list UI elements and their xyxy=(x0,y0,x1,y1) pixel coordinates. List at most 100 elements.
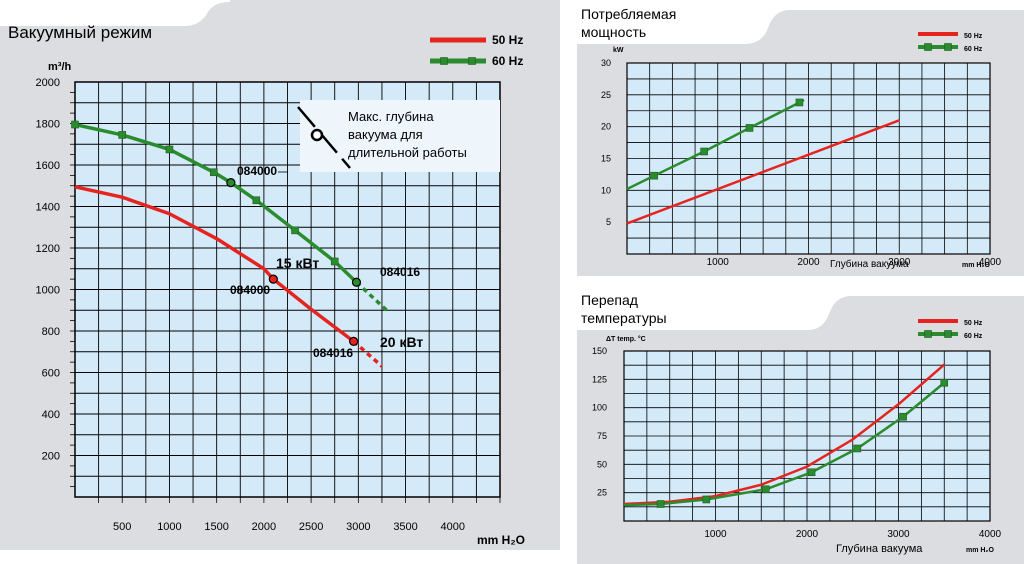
main-point-084000-60hz xyxy=(226,178,236,188)
power-ylabel: kW xyxy=(613,47,624,54)
temp-line-50hz xyxy=(623,363,946,506)
temp-xtick-label-1: 2000 xyxy=(796,529,819,540)
temp-ytick-label-1: 50 xyxy=(597,459,607,469)
power-60hz-marker-3 xyxy=(795,98,804,107)
main-60hz-marker-0 xyxy=(71,120,79,129)
power-60hz-marker-0 xyxy=(650,171,659,180)
note-line-0: Макс. глубина xyxy=(348,109,434,124)
temp-ytick-label-3: 100 xyxy=(592,403,607,413)
main-label-20kw: 20 кВт xyxy=(380,334,423,350)
main-label-084016-60hz: 084016 xyxy=(380,265,420,279)
temp-plot-frame xyxy=(623,350,991,522)
main-60hz-marker-4 xyxy=(252,196,261,205)
main-xtick-label-5: 3000 xyxy=(346,521,370,533)
main-label-084000-50hz: 084000 xyxy=(230,283,270,297)
temp-60hz-marker-0 xyxy=(656,500,665,508)
main-60hz-marker-5 xyxy=(291,226,299,235)
main-ytick-label-4: 1000 xyxy=(36,285,60,297)
power-legend-50hz-label: 50 Hz xyxy=(964,33,983,40)
temp-ytick-label-5: 150 xyxy=(592,346,607,356)
main-plot-frame xyxy=(74,81,501,498)
main-legend-50hz-label: 50 Hz xyxy=(492,33,523,47)
power-plot-frame xyxy=(626,62,991,255)
power-legend-60hz-label: 60 Hz xyxy=(964,46,983,53)
main-xtick-label-0: 500 xyxy=(113,521,131,533)
temp-xtick-label-3: 4000 xyxy=(979,529,1002,540)
power-ytick-label-3: 20 xyxy=(601,122,611,132)
main-legend-60hz-label: 60 Hz xyxy=(492,54,523,68)
temp-ylabel: ΔT temp. °C xyxy=(606,335,646,343)
note-symbol-line xyxy=(297,106,351,169)
main-line-60hz-dashed xyxy=(355,280,388,312)
power-line-50hz xyxy=(626,119,900,225)
main-ytick-label-5: 1200 xyxy=(36,243,60,255)
temp-xtick-label-0: 1000 xyxy=(704,529,727,540)
main-xtick-label-1: 1000 xyxy=(157,521,181,533)
temp-60hz-marker-6 xyxy=(940,378,949,387)
main-ylabel: m³/h xyxy=(48,61,72,73)
temp-60hz-marker-2 xyxy=(762,485,770,494)
main-label-084000-60hz: 084000 xyxy=(237,164,277,178)
main-line-50hz-dashed xyxy=(352,340,384,368)
temp-60hz-marker-4 xyxy=(853,444,862,453)
power-60hz-marker-1 xyxy=(700,147,708,156)
power-ytick-label-1: 10 xyxy=(601,185,611,195)
main-ytick-label-0: 200 xyxy=(42,451,60,463)
power-ytick-label-4: 25 xyxy=(601,90,611,100)
main-title-curve xyxy=(185,0,230,26)
power-ytick-label-5: 30 xyxy=(601,58,611,68)
main-xtick-label-4: 2500 xyxy=(299,521,323,533)
power-xtick-label-1: 2000 xyxy=(797,257,820,268)
main-chart-title: Вакуумный режим xyxy=(8,23,152,42)
main-xtick-label-7: 4000 xyxy=(441,521,465,533)
main-ytick-label-3: 800 xyxy=(42,326,60,338)
main-ytick-label-8: 1800 xyxy=(36,119,60,131)
power-title-area xyxy=(577,0,1024,44)
main-ytick-label-1: 400 xyxy=(42,409,60,421)
main-point-084016-60hz xyxy=(351,277,362,287)
temp-title-line1: Перепад xyxy=(581,292,638,308)
temp-60hz-marker-5 xyxy=(899,412,907,421)
main-xlabel: mm H₂O xyxy=(477,533,525,547)
temp-60hz-marker-1 xyxy=(702,495,711,504)
power-xtick-label-3: 4000 xyxy=(979,257,1002,268)
temp-legend-60hz-label: 60 Hz xyxy=(964,333,983,340)
temp-xunit: mm H₂O xyxy=(966,547,995,554)
power-60hz-marker-2 xyxy=(745,124,754,132)
power-legend-60hz-marker-0 xyxy=(924,43,932,51)
main-point-084016-50hz xyxy=(349,336,359,346)
temp-legend-60hz-marker-1 xyxy=(944,330,952,338)
temp-60hz-marker-3 xyxy=(807,468,816,477)
temp-title-line2: температуры xyxy=(581,310,667,326)
temp-ytick-label-4: 125 xyxy=(592,374,607,384)
main-60hz-marker-1 xyxy=(118,131,127,139)
main-60hz-marker-2 xyxy=(165,145,174,154)
main-xtick-label-3: 2000 xyxy=(252,521,276,533)
temp-legend-60hz-marker-0 xyxy=(924,330,932,338)
main-60hz-marker-3 xyxy=(210,168,218,177)
temp-ytick-label-0: 25 xyxy=(597,488,607,498)
main-label-084016-50hz: 084016 xyxy=(313,346,353,360)
power-xunit: mm H₂O xyxy=(962,262,991,269)
temp-xtick-label-2: 3000 xyxy=(887,529,910,540)
temp-legend-50hz-label: 50 Hz xyxy=(964,320,983,327)
power-ytick-label-2: 15 xyxy=(601,154,611,164)
note-box xyxy=(300,100,500,172)
main-point-084000-50hz xyxy=(268,274,278,284)
temp-line-60hz xyxy=(623,381,946,507)
power-xlabel: Глубина вакуума xyxy=(830,258,909,270)
main-xtick-label-6: 3500 xyxy=(393,521,417,533)
power-legend-60hz-marker-1 xyxy=(944,43,952,51)
main-legend-60hz-marker-1 xyxy=(468,57,476,65)
temp-xlabel: Глубина вакуума xyxy=(836,543,923,555)
main-ytick-label-2: 600 xyxy=(42,368,60,380)
power-xtick-label-0: 1000 xyxy=(707,257,730,268)
main-xtick-label-2: 1500 xyxy=(204,521,228,533)
power-ytick-label-0: 5 xyxy=(606,217,611,227)
note-line-2: длительной работы xyxy=(348,145,467,160)
main-ytick-label-6: 1400 xyxy=(36,202,60,214)
power-title-line1: Потребляемая xyxy=(581,6,676,22)
main-line-50hz xyxy=(74,185,355,343)
temp-ytick-label-2: 75 xyxy=(597,431,607,441)
